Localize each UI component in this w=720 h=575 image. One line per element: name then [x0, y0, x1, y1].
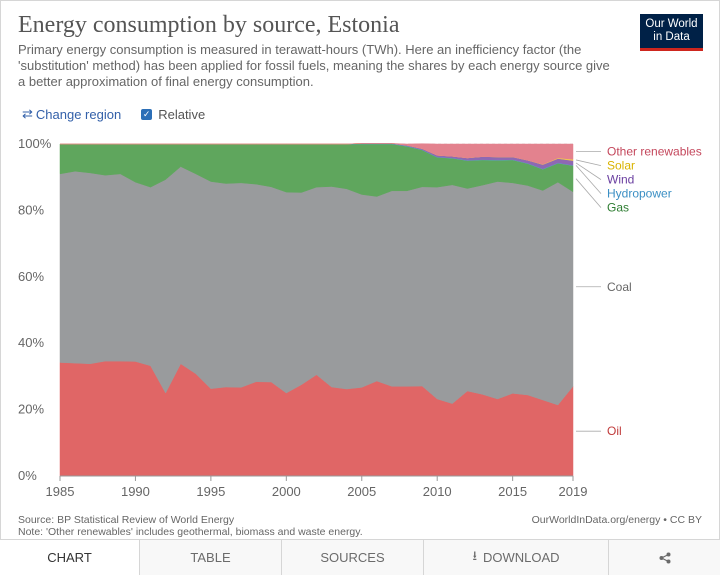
x-tick-label: 1990: [121, 484, 150, 499]
y-axis: 0% 20% 40% 60% 80% 100%: [18, 136, 52, 483]
logo-line-2: in Data: [653, 31, 690, 43]
legend-leader-line: [575, 165, 602, 194]
tab-chart[interactable]: CHART: [0, 540, 140, 575]
x-tick-label: 2015: [498, 484, 527, 499]
chart-controls: ⇄ Change region ✓ Relative: [22, 106, 205, 122]
x-axis: 1985 1990 1995 2000 2005 2010 2015 2019: [46, 475, 588, 499]
legend-label-solar[interactable]: Solar: [607, 159, 635, 173]
share-button[interactable]: [609, 540, 720, 575]
y-tick-label: 0%: [18, 468, 37, 483]
tab-table[interactable]: TABLE: [140, 540, 282, 575]
chart-subtitle: Primary energy consumption is measured i…: [18, 42, 610, 89]
legend-leader-line: [575, 159, 602, 167]
tab-download[interactable]: ⭳ DOWNLOAD: [424, 540, 609, 575]
swap-arrows-icon: ⇄: [22, 106, 33, 121]
legend-label-coal[interactable]: Coal: [607, 280, 632, 294]
relative-toggle[interactable]: ✓ Relative: [141, 107, 205, 122]
share-icon: [659, 552, 670, 563]
x-tick-label: 1995: [196, 484, 225, 499]
owid-logo[interactable]: Our World in Data: [640, 14, 703, 51]
x-tick-label: 2010: [423, 484, 452, 499]
area-other_renewables[interactable]: [60, 143, 574, 165]
legend-label-hydropower[interactable]: Hydropower: [607, 187, 672, 201]
tab-sources-label: SOURCES: [320, 550, 385, 565]
tab-sources[interactable]: SOURCES: [282, 540, 424, 575]
download-icon: ⭳: [472, 547, 477, 563]
legend-leader-line: [575, 178, 602, 208]
legend-label-other_renewables[interactable]: Other renewables: [607, 145, 702, 159]
legend-label-oil[interactable]: Oil: [607, 424, 622, 438]
change-region-button[interactable]: ⇄ Change region: [22, 106, 121, 122]
legend-leader-line: [575, 162, 602, 180]
tab-download-label: DOWNLOAD: [483, 550, 560, 565]
x-tick-label: 2005: [347, 484, 376, 499]
area-series: [59, 143, 574, 477]
other-renewables-note: Note: 'Other renewables' includes geothe…: [18, 526, 363, 538]
source-note: Source: BP Statistical Review of World E…: [18, 514, 235, 526]
tab-table-label: TABLE: [190, 550, 231, 565]
x-tick-label: 2019: [559, 484, 588, 499]
change-region-label: Change region: [35, 106, 122, 122]
tab-chart-label: CHART: [47, 550, 92, 565]
x-tick-label: 2000: [272, 484, 301, 499]
legend-label-wind[interactable]: Wind: [607, 173, 634, 187]
y-tick-label: 20%: [18, 402, 44, 417]
footer-notes: Source: BP Statistical Review of World E…: [18, 514, 363, 538]
y-tick-label: 60%: [18, 269, 44, 284]
stacked-area-chart: 0% 20% 40% 60% 80% 100% 1985 1990 1995 2000 2005 2…: [18, 136, 702, 499]
checkbox-checked-icon[interactable]: ✓: [141, 108, 153, 120]
y-tick-label: 80%: [18, 202, 44, 217]
legend-label-gas[interactable]: Gas: [607, 201, 629, 215]
logo-line-1: Our World: [645, 18, 698, 30]
chart-title: Energy consumption by source, Estonia: [18, 12, 400, 38]
y-tick-label: 40%: [18, 335, 44, 350]
relative-label: Relative: [158, 106, 206, 122]
tab-bar: CHART TABLE SOURCES ⭳ DOWNLOAD: [0, 539, 720, 575]
x-tick-label: 1985: [46, 484, 75, 499]
y-tick-label: 100%: [18, 136, 52, 151]
footer-credit[interactable]: OurWorldInData.org/energy • CC BY: [531, 514, 702, 526]
